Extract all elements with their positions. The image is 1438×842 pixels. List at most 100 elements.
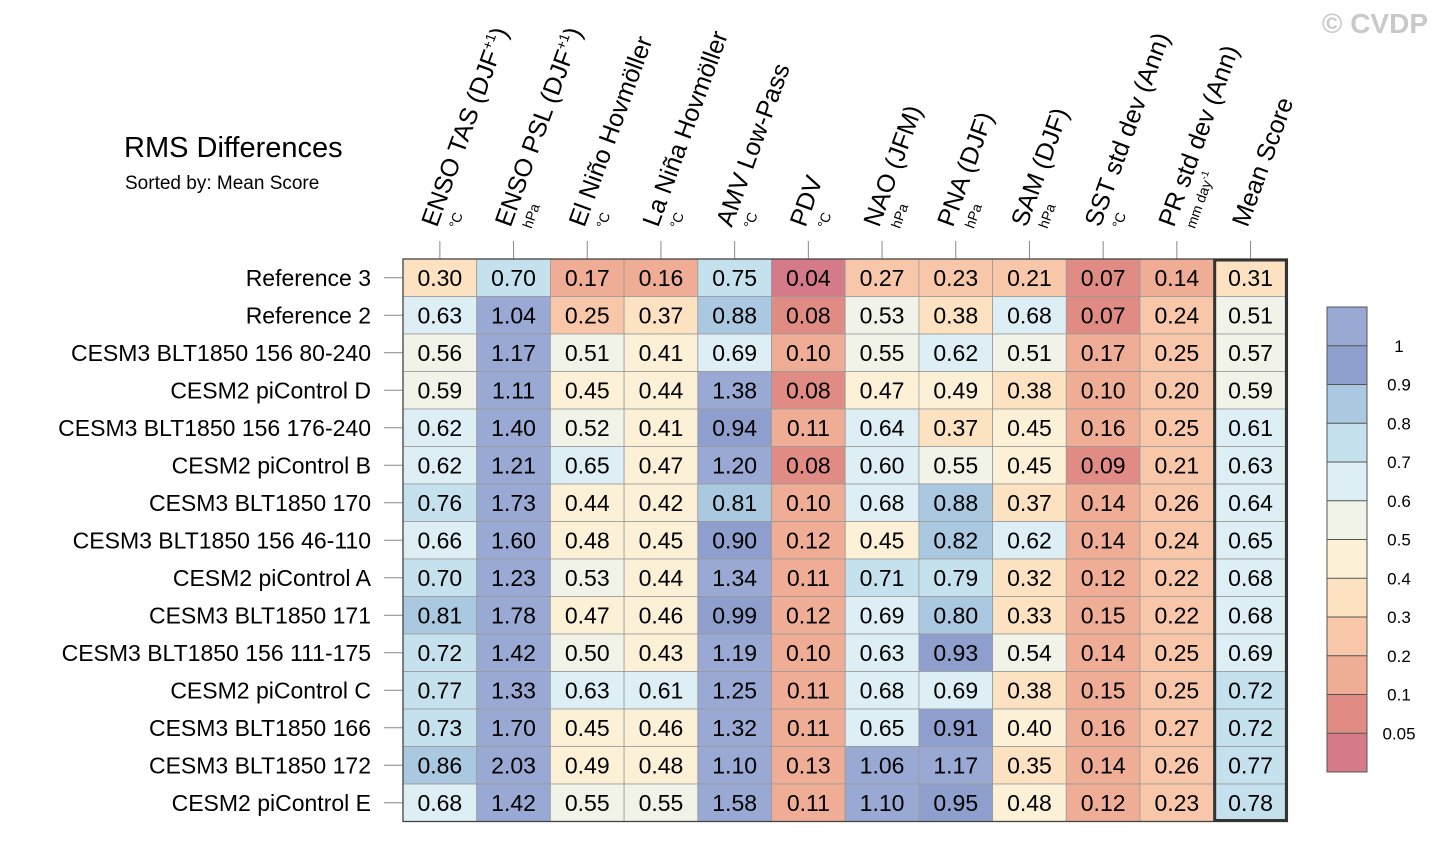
cell-value-label: 0.77 [1228, 752, 1273, 778]
cell-value-label: 0.31 [1228, 265, 1273, 291]
cell-value-label: 0.46 [639, 602, 684, 628]
cell-value-label: 0.46 [639, 715, 684, 741]
heatmap-cell [771, 671, 846, 710]
cell-value-label: 0.13 [786, 752, 831, 778]
heatmap-cell [1213, 708, 1288, 747]
cell-value-label: 1.42 [491, 640, 536, 666]
cell-value-label: 0.37 [1007, 490, 1052, 516]
colorbar: 0.05 0.1 0.2 0.3 0.4 0.5 0.6 0.7 0.8 0.9 1 [1326, 306, 1416, 773]
column-header: PDV°C [785, 172, 835, 230]
cell-value-label: 1.60 [491, 527, 536, 553]
cell-value-label: 0.45 [565, 377, 610, 403]
cell-value-label: 0.73 [417, 715, 462, 741]
cell-value-label: 0.51 [1228, 302, 1273, 328]
colorbar-segment [1327, 307, 1367, 346]
heatmap-cell [844, 671, 920, 710]
row-label: CESM2 piControl E [172, 790, 371, 816]
heatmap-cell [623, 708, 699, 747]
cell-value-label: 0.09 [1081, 452, 1126, 478]
heatmap-cell [1213, 671, 1288, 710]
heatmap-cell [992, 633, 1067, 672]
column-unit: °C [445, 210, 465, 230]
heatmap-cell [844, 446, 920, 485]
heatmap-cell [992, 408, 1067, 447]
cell-value-label: 1.04 [491, 302, 536, 328]
heatmap-cell [697, 521, 772, 560]
heatmap-cell [550, 446, 625, 485]
heatmap-cell [623, 558, 699, 597]
cell-value-label: 0.55 [933, 452, 978, 478]
cell-value-label: 0.12 [786, 527, 831, 553]
colorbar-tick-label: 0.4 [1387, 569, 1411, 588]
heatmap-cell [697, 596, 772, 635]
column-unit-text: °C [445, 210, 465, 230]
heatmap-cell [476, 671, 551, 710]
heatmap-cell [771, 408, 846, 447]
column-unit: °C [814, 210, 834, 230]
heatmap-cell [918, 296, 994, 335]
column-label-superscript: +1 [479, 31, 500, 52]
heatmap-cell [623, 371, 699, 410]
cell-value-label: 0.16 [1081, 715, 1126, 741]
cell-value-label: 0.14 [1081, 752, 1126, 778]
cell-value-label: 0.21 [1007, 265, 1052, 291]
colorbar-tick-label: 0.2 [1387, 647, 1411, 666]
cell-value-label: 0.25 [1154, 677, 1199, 703]
heatmap-cell [697, 708, 772, 747]
heatmap-cell [623, 633, 699, 672]
heatmap-cell [697, 783, 772, 822]
heatmap-cell [1065, 483, 1141, 522]
heatmap-cell [1139, 558, 1215, 597]
cell-value-label: 0.22 [1154, 602, 1199, 628]
cell-value-label: 0.68 [417, 790, 462, 816]
heatmap-cell [918, 708, 994, 747]
heatmap-cell [1139, 783, 1215, 822]
row-label: CESM3 BLT1850 166 [149, 715, 371, 741]
heatmap-cell [1139, 746, 1215, 785]
cell-value-label: 0.80 [933, 602, 978, 628]
cell-value-label: 0.25 [1154, 415, 1199, 441]
heatmap-cell [476, 558, 551, 597]
cell-value-label: 0.47 [860, 377, 905, 403]
heatmap-cell [476, 258, 551, 297]
cell-value-label: 0.76 [417, 490, 462, 516]
colorbar-frame [1326, 306, 1368, 773]
heatmap-cell [402, 371, 478, 410]
column-unit-text: °C [667, 210, 687, 230]
cell-value-label: 0.51 [565, 340, 610, 366]
row-label: CESM3 BLT1850 156 80-240 [71, 340, 371, 366]
heatmap-cell [992, 521, 1067, 560]
colorbar-tick-label: 0.05 [1382, 724, 1415, 743]
heatmap-cell [771, 633, 846, 672]
cell-value-label: 0.62 [933, 340, 978, 366]
cell-value-label: 0.27 [1154, 715, 1199, 741]
colorbar-tick-label: 0.9 [1387, 376, 1411, 395]
cell-value-label: 0.68 [860, 490, 905, 516]
cell-value-label: 1.78 [491, 602, 536, 628]
colorbar-segment [1327, 384, 1367, 424]
column-header: NAO (JFM)hPa [858, 102, 928, 231]
cell-value-label: 0.14 [1154, 265, 1199, 291]
column-label-superscript: +1 [552, 31, 573, 52]
heatmap-cell [1065, 521, 1141, 560]
colorbar-segment [1327, 462, 1367, 501]
heatmap-cell [1065, 783, 1141, 822]
cell-value-label: 0.45 [565, 715, 610, 741]
cell-value-label: 0.93 [933, 640, 978, 666]
heatmap-cell [918, 483, 994, 522]
cell-value-label: 0.16 [1081, 415, 1126, 441]
cell-value-label: 1.25 [712, 677, 757, 703]
column-label-text: ENSO TAS (DJF [416, 46, 506, 230]
heatmap-cell [1065, 333, 1141, 372]
heatmap-cell [550, 558, 625, 597]
cell-value-label: 0.64 [860, 415, 905, 441]
cell-value-label: 0.62 [1007, 527, 1052, 553]
cell-value-label: 0.10 [786, 340, 831, 366]
heatmap-cell [1139, 446, 1215, 485]
cell-value-label: 0.62 [417, 415, 462, 441]
row-labels: Reference 3 Reference 2 CESM3 BLT1850 156 … [58, 265, 403, 816]
heatmap-cell [992, 333, 1067, 372]
cell-value-label: 0.20 [1154, 377, 1199, 403]
heatmap-cell [623, 521, 699, 560]
